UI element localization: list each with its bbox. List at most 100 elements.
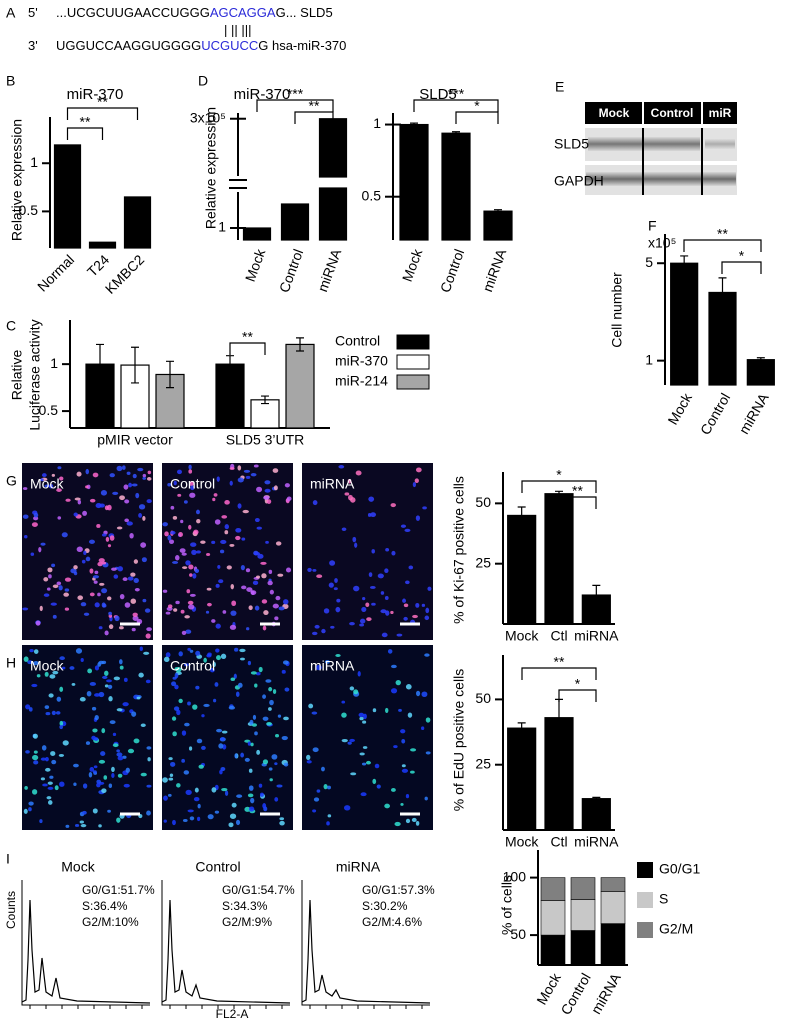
nucleus [188,464,192,470]
nucleus [88,539,95,544]
nucleus [194,568,200,574]
bar [540,877,566,901]
nucleus [27,660,33,665]
nucleus [145,633,151,639]
nucleus [321,766,325,772]
nucleus [89,592,95,597]
nucleus [219,549,225,554]
nucleus [326,785,331,790]
error-bar [226,355,234,374]
nucleus [139,646,143,651]
x-tick-label: Ctl [550,834,567,850]
row-label: SLD5 [554,136,589,152]
nucleus [113,574,119,579]
nucleus [385,610,390,616]
nucleus [28,807,32,812]
panel-label: D [198,73,208,89]
nucleus [265,540,269,544]
nucleus [185,629,192,634]
legend-swatch [396,374,430,390]
bar [540,900,566,936]
nucleus [224,500,230,505]
nucleus [50,602,57,606]
legend-swatch [637,922,653,938]
nucleus [237,682,243,688]
nucleus [184,615,190,619]
nucleus [189,816,195,821]
nucleus [261,599,268,604]
nucleus [106,679,112,683]
significance-label: ** [309,98,320,114]
nucleus [131,483,138,487]
nucleus [176,469,182,475]
nucleus [94,693,101,697]
nucleus [255,672,261,676]
nucleus [163,656,170,663]
nucleus [43,593,50,597]
nucleus [365,760,371,765]
nucleus [253,551,261,556]
nucleus [104,630,109,636]
nucleus [286,496,292,501]
nucleus [33,750,38,754]
nucleus [255,575,261,579]
nucleus [112,732,117,737]
error-bar [680,255,689,272]
nucleus [109,473,115,478]
nucleus [107,809,111,813]
bar [670,262,699,386]
nucleus [258,666,263,673]
nucleus [82,510,88,516]
nucleus [119,626,124,630]
nucleus [316,574,323,579]
bar [507,727,537,831]
nucleus [368,572,373,578]
x-tick-label: Normal [34,251,77,294]
error-bar [96,343,104,385]
error-bar [131,346,139,384]
nucleus [424,615,430,621]
nucleus [262,716,269,721]
flow-stat: G0/G1:57.3% [362,883,435,897]
nucleus [92,575,100,579]
nucleus [176,709,181,716]
x-tick-label: miRNA [479,246,509,294]
flow-stat: S:30.2% [362,899,408,913]
x-tick-label: SLD5 3’UTR [226,432,305,448]
nucleus [357,671,361,677]
x-tick-label: Ctl [550,628,567,644]
nucleus [213,698,217,703]
bar [123,196,152,249]
nucleus [368,496,375,502]
nucleus [230,677,236,681]
nucleus [30,552,35,556]
nucleus [196,518,201,524]
nucleus [136,696,141,700]
nucleus [401,768,409,773]
y-axis-label: Relative expression [9,119,25,241]
nucleus [247,793,254,798]
nucleus [88,771,93,778]
nucleus [85,468,90,475]
nucleus [347,478,352,484]
significance-bracket [229,342,266,355]
nucleus [196,816,201,822]
y-tick-label: 1 [50,355,58,371]
nucleus [391,664,397,669]
x-tick-label: miRNA [574,628,619,644]
nucleus [82,783,88,789]
blot-band [705,139,735,149]
nucleus [425,717,431,723]
nucleus [415,690,421,697]
nucleus [215,623,221,629]
nucleus [252,580,259,586]
x-tick-label: Control [557,970,593,1017]
nucleus [41,473,47,478]
nucleus [29,649,34,653]
nucleus [269,589,274,595]
sequence-line: 5' ...UCGCUUGAACCUGGGAGCAGGAG... SLD5 [28,5,333,20]
nucleus [212,661,216,668]
nucleus [189,573,193,577]
nucleus [101,561,107,565]
nucleus [98,691,105,698]
